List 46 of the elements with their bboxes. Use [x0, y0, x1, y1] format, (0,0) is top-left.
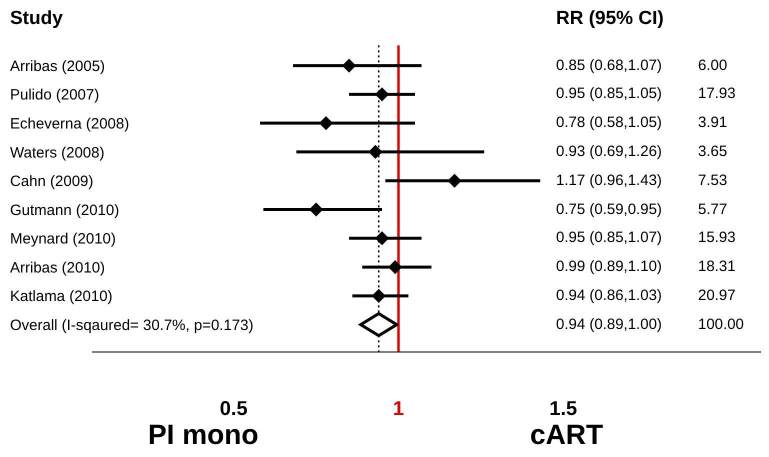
annotation: 0.99 (0.89,1.10)	[556, 258, 662, 276]
point	[375, 231, 390, 246]
annotation: 0.94 (0.89,1.00)	[556, 316, 662, 333]
annotation: 0.85 (0.68,1.07)	[556, 56, 662, 74]
point	[375, 87, 390, 102]
y-tick-label: Katlama (2010)	[10, 288, 113, 306]
annotation: 7.53	[698, 172, 728, 189]
y-tick-label: Meynard (2010)	[10, 230, 116, 248]
x-tick-label: 0.5	[220, 398, 248, 420]
y-tick-label: Arribas (2005)	[10, 58, 106, 75]
annotation: 3.65	[698, 142, 728, 160]
annotation: 15.93	[698, 229, 736, 246]
y-tick-label: Echeverna (2008)	[10, 115, 130, 132]
y-tick-label: Waters (2008)	[10, 144, 104, 162]
point	[368, 144, 382, 159]
y-tick-label: Arribas (2010)	[10, 259, 106, 276]
annotation: 20.97	[698, 286, 736, 304]
annotation: 0.94 (0.86,1.03)	[556, 286, 662, 304]
y-tick-label: Pulido (2007)	[10, 86, 100, 104]
point	[342, 58, 356, 73]
y2-axis-title: RR (95% CI)	[556, 8, 664, 30]
text: PI mono	[148, 419, 258, 451]
x-tick-label: 1.5	[549, 398, 578, 420]
annotation: 0.95 (0.85,1.05)	[556, 85, 662, 102]
y-tick-label: Cahn (2009)	[10, 173, 94, 190]
annotation: 17.93	[698, 85, 736, 102]
x-tick-label: 1	[392, 398, 404, 420]
annotation: 0.95 (0.85,1.07)	[556, 229, 662, 246]
annotation: 1.17 (0.96,1.43)	[556, 172, 662, 189]
y-axis-title: Study	[10, 8, 63, 30]
point	[388, 260, 402, 274]
annotation: 6.00	[698, 56, 728, 74]
annotation: 0.93 (0.69,1.26)	[556, 142, 662, 160]
annotation: 5.77	[698, 200, 728, 218]
annotation: 18.31	[698, 258, 736, 276]
annotation: 100.00	[698, 316, 744, 333]
text: cART	[530, 419, 604, 451]
point	[448, 174, 462, 188]
point	[309, 202, 324, 217]
y-tick-label: Gutmann (2010)	[10, 202, 120, 219]
annotation: 0.78 (0.58,1.05)	[556, 114, 662, 132]
annotation: 3.91	[698, 114, 728, 132]
annotation: 0.75 (0.59,0.95)	[556, 200, 662, 218]
point	[318, 116, 333, 130]
y-tick-label: Overall (I-sqaured= 30.7%, p=0.173)	[10, 316, 254, 334]
point	[372, 288, 386, 303]
